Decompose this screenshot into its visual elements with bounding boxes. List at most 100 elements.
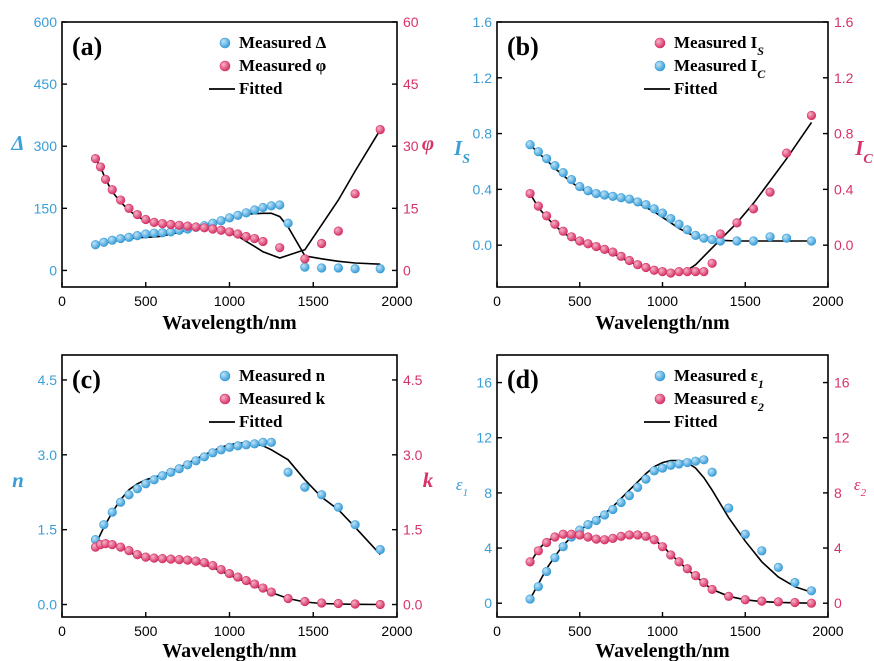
panel-label: (a): [72, 32, 102, 61]
data-point-pink: [333, 226, 343, 236]
data-point-pink: [116, 542, 126, 552]
data-point-blue: [690, 230, 701, 240]
legend-entry: Measured ε2: [654, 389, 764, 414]
right-y-tick-label: 12: [834, 430, 850, 446]
legend-text: Measured Δ: [239, 33, 327, 52]
legend-text: Measured n: [239, 366, 326, 385]
legend-entry: Fitted: [644, 79, 718, 98]
data-point-pink: [566, 232, 577, 242]
data-point-blue: [99, 520, 109, 530]
data-point-blue: [300, 482, 310, 492]
right-y-tick-label: 0: [403, 262, 411, 278]
x-tick-label: 1500: [298, 293, 329, 309]
data-point-pink: [533, 201, 543, 211]
data-point-blue: [575, 181, 585, 192]
data-point-blue: [317, 263, 327, 273]
left-y-axis-label: n: [12, 468, 24, 492]
legend-text: Measured ε: [674, 389, 758, 408]
data-point-blue: [558, 168, 568, 178]
data-point-blue: [266, 201, 276, 211]
data-point-pink: [657, 267, 668, 277]
data-point-blue: [732, 236, 742, 246]
data-point-pink: [141, 214, 151, 225]
data-point-blue: [616, 193, 626, 203]
right-y-tick-label: 0.0: [403, 597, 423, 613]
data-point-blue: [333, 502, 343, 512]
data-point-blue: [116, 497, 126, 507]
data-point-pink: [216, 564, 226, 575]
left-y-tick-label: 0.4: [473, 181, 493, 197]
right-y-axis-label: ε2: [854, 475, 867, 499]
data-point-pink: [208, 560, 218, 571]
data-point-blue: [666, 214, 676, 224]
data-point-blue: [550, 553, 560, 563]
data-point-blue: [224, 442, 235, 452]
x-axis-label: Wavelength/nm: [595, 312, 730, 334]
data-point-pink: [157, 554, 168, 564]
x-tick-label: 0: [493, 623, 501, 639]
data-point-pink: [333, 598, 343, 609]
data-point-pink: [649, 265, 659, 275]
data-point-pink: [624, 255, 635, 266]
data-point-pink: [199, 223, 209, 233]
data-point-pink: [157, 219, 168, 229]
data-point-blue: [107, 235, 117, 245]
x-tick-label: 1500: [298, 623, 329, 639]
data-point-blue: [266, 437, 276, 447]
left-y-axis-label-text: Δ: [10, 131, 24, 155]
data-point-pink: [191, 222, 201, 232]
data-point-pink: [525, 557, 535, 567]
data-point-pink: [132, 209, 142, 220]
left-y-tick-label: 3.0: [38, 447, 58, 463]
data-point-pink: [616, 251, 626, 261]
legend-label: Measured ε2: [674, 389, 764, 414]
right-y-tick-label: 1.5: [403, 522, 423, 538]
data-point-pink: [806, 110, 817, 121]
data-point-pink: [275, 243, 285, 253]
right-y-tick-label: 3.0: [403, 447, 423, 463]
data-point-pink: [633, 530, 643, 540]
data-point-blue: [599, 510, 610, 520]
data-point-pink: [542, 211, 552, 221]
data-point-pink: [624, 530, 635, 540]
x-axis-label: Wavelength/nm: [162, 312, 297, 334]
data-point-pink: [300, 254, 310, 264]
data-point-pink: [266, 587, 276, 597]
data-point-pink: [740, 595, 750, 605]
data-point-blue: [608, 504, 618, 515]
x-tick-label: 2000: [812, 293, 843, 309]
legend-text: Fitted: [239, 79, 283, 98]
data-point-pink: [525, 188, 535, 199]
left-y-tick-label: 0: [484, 595, 492, 611]
left-y-tick-label: 0.8: [473, 126, 493, 142]
legend-marker-pink: [219, 60, 231, 72]
legend-subscript: 2: [757, 400, 764, 414]
data-point-blue: [525, 140, 535, 150]
left-y-tick-label: 1.2: [473, 70, 493, 86]
data-point-blue: [300, 262, 310, 272]
data-point-blue: [216, 445, 226, 455]
data-point-blue: [550, 161, 560, 171]
x-axis-label: Wavelength/nm: [162, 640, 297, 661]
data-point-blue: [283, 218, 293, 228]
legend-marker-pink: [654, 393, 666, 405]
data-point-pink: [666, 268, 676, 278]
legend-text: Fitted: [674, 79, 718, 98]
data-point-blue: [124, 490, 134, 500]
data-point-blue: [624, 194, 635, 204]
data-point-blue: [657, 463, 668, 473]
right-y-tick-label: 4: [834, 540, 842, 556]
left-y-axis-label: ε1: [456, 475, 468, 499]
data-point-pink: [550, 219, 560, 229]
data-point-pink: [707, 258, 717, 268]
x-tick-label: 1000: [647, 623, 678, 639]
left-y-tick-label: 1.6: [473, 14, 493, 30]
data-point-pink: [641, 262, 651, 273]
legend-text: Measured φ: [239, 56, 327, 75]
data-point-pink: [183, 555, 193, 565]
legend-entry: Measured k: [219, 389, 326, 408]
fitted-line-pink: [529, 121, 813, 273]
data-point-pink: [732, 218, 742, 228]
data-point-blue: [350, 264, 360, 274]
right-y-axis-label: φ: [422, 131, 434, 155]
